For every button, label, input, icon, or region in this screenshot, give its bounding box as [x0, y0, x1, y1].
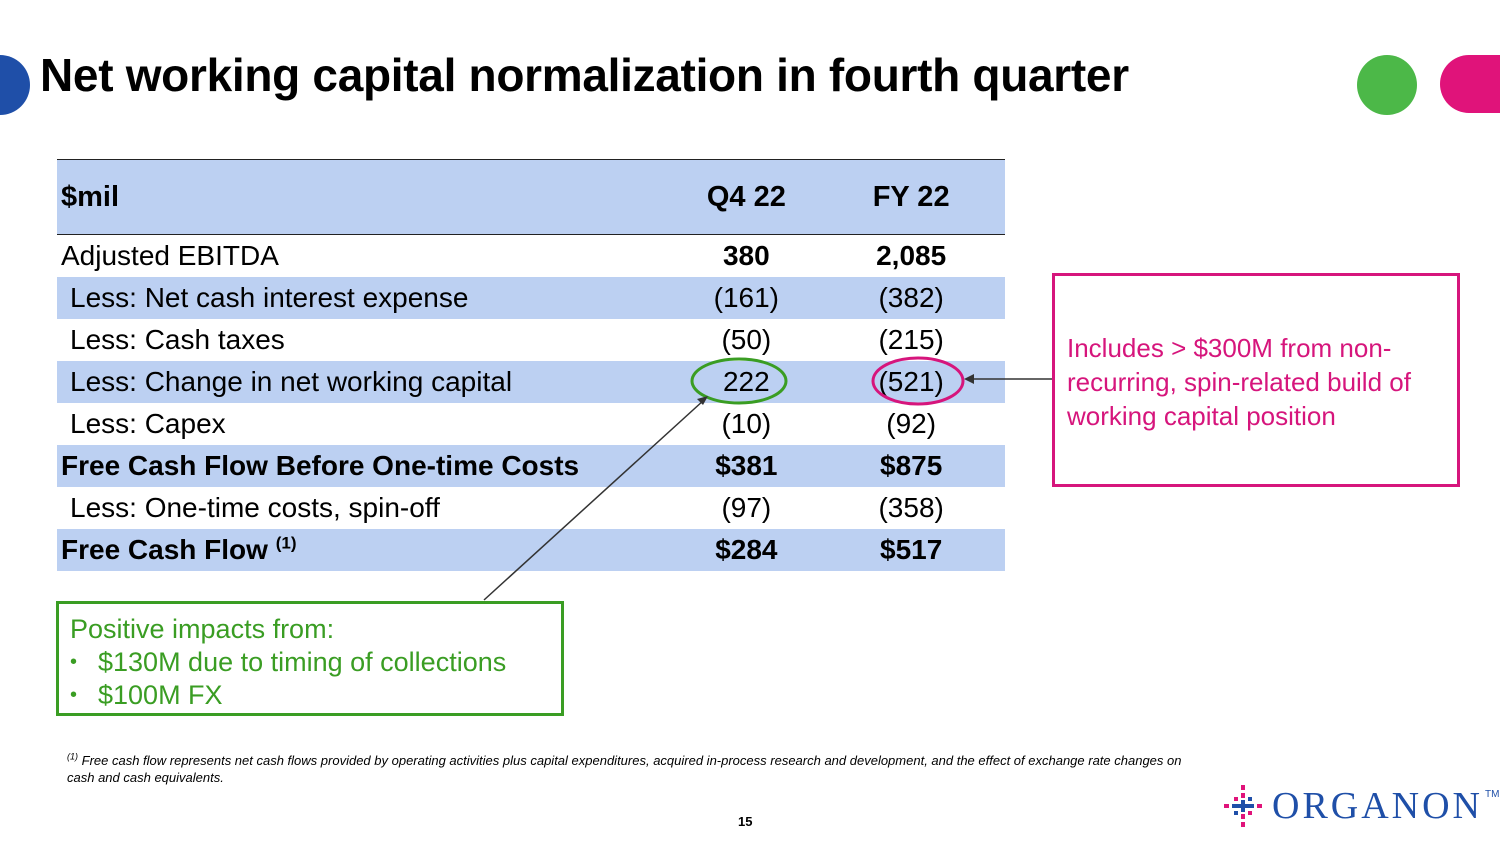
row-label: Adjusted EBITDA: [61, 239, 279, 271]
row-label: Less: Change in net working capital: [70, 365, 513, 397]
row-label: Less: One-time costs, spin-off: [70, 491, 440, 523]
organon-wordmark: ORGANON: [1272, 785, 1483, 827]
row-q4-value: (10): [721, 407, 772, 439]
row-label: Less: Capex: [70, 407, 226, 439]
page-number: 15: [738, 814, 753, 829]
table-row: Less: Change in net working capital 222 …: [57, 360, 1005, 403]
table-row: Free Cash Flow (1) $284 $517: [57, 528, 1005, 571]
column-header-label: $mil: [57, 159, 676, 235]
callout-text: Includes > $300M from non-recurring, spi…: [1067, 333, 1411, 431]
callout-bullet: $130M due to timing of collections: [70, 646, 561, 679]
row-label: Less: Net cash interest expense: [70, 281, 469, 313]
footnote-text: Free cash flow represents net cash flows…: [67, 753, 1182, 785]
row-q4-value: $284: [715, 533, 778, 565]
slide-title: Net working capital normalization in fou…: [40, 49, 1129, 101]
row-fy-value: (92): [886, 407, 937, 439]
table-row: Less: One-time costs, spin-off (97) (358…: [57, 487, 1005, 529]
blue-decorative-circle: [0, 55, 30, 115]
organon-mark-icon: [1224, 785, 1262, 827]
footnote: (1) Free cash flow represents net cash f…: [67, 752, 1207, 786]
green-decorative-circle: [1357, 55, 1417, 115]
trademark-symbol: TM: [1485, 789, 1500, 800]
table-row: Less: Net cash interest expense (161) (3…: [57, 276, 1005, 319]
row-q4-value: (50): [721, 323, 772, 355]
table-row: Less: Cash taxes (50) (215): [57, 319, 1005, 361]
row-q4-value: (161): [713, 281, 780, 313]
organon-logo: ORGANON TM: [1222, 783, 1499, 829]
row-label-text: Free Cash Flow: [61, 533, 268, 565]
row-q4-value: 380: [722, 239, 770, 271]
column-header-q4: Q4 22: [675, 159, 818, 235]
column-header-fy: FY 22: [817, 159, 1005, 235]
spin-related-callout: Includes > $300M from non-recurring, spi…: [1052, 273, 1460, 487]
footnote-marker: (1): [275, 533, 297, 553]
cash-flow-table: $mil Q4 22 FY 22 Adjusted EBITDA 380 2,0…: [57, 159, 1005, 571]
callout-bullet-list: $130M due to timing of collections $100M…: [70, 646, 561, 712]
callout-heading: Positive impacts from:: [70, 614, 335, 644]
row-fy-value: (358): [878, 491, 944, 523]
row-q4-value: 222: [722, 365, 770, 397]
table-row: Less: Capex (10) (92): [57, 403, 1005, 445]
row-fy-value: (215): [878, 323, 944, 355]
table-header-row: $mil Q4 22 FY 22: [57, 159, 1005, 235]
pink-decorative-pill: [1440, 55, 1500, 113]
row-label: Free Cash Flow (1): [57, 529, 675, 571]
row-fy-value: (382): [878, 281, 944, 313]
row-q4-value: $381: [715, 449, 778, 481]
footnote-marker: (1): [67, 751, 78, 762]
positive-impacts-callout: Positive impacts from: $130M due to timi…: [56, 601, 564, 716]
row-fy-value: (521): [878, 365, 944, 397]
table-row: Free Cash Flow Before One-time Costs $38…: [57, 444, 1005, 487]
table-row: Adjusted EBITDA 380 2,085: [57, 235, 1005, 277]
row-fy-value: 2,085: [876, 239, 947, 271]
row-fy-value: $517: [880, 533, 943, 565]
callout-bullet: $100M FX: [70, 679, 561, 712]
row-fy-value: $875: [880, 449, 943, 481]
row-label: Free Cash Flow Before One-time Costs: [61, 449, 580, 481]
row-label: Less: Cash taxes: [70, 323, 285, 355]
row-q4-value: (97): [721, 491, 772, 523]
